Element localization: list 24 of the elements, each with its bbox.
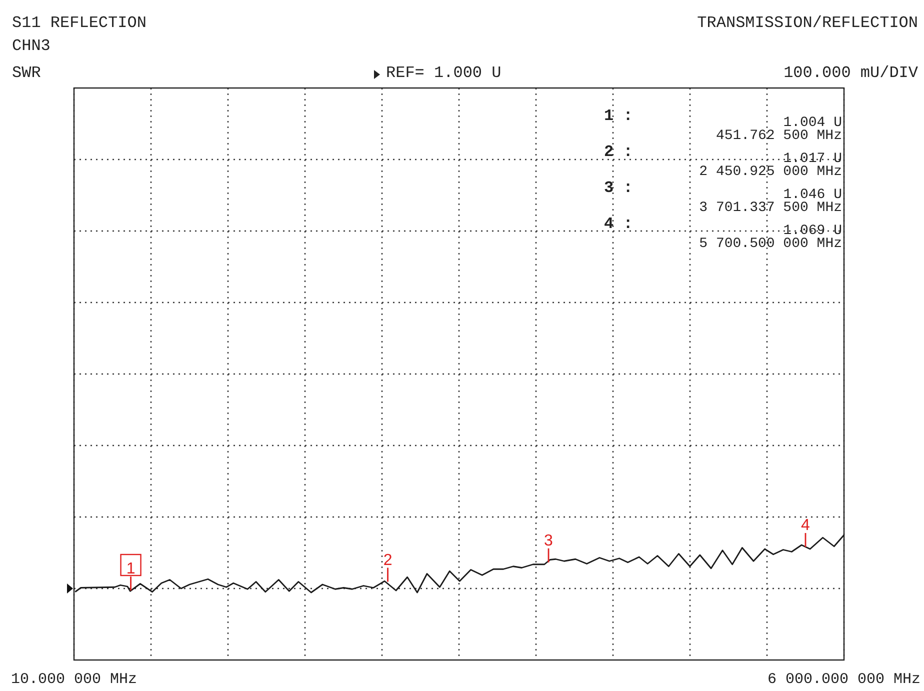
chart-title: S11 REFLECTION <box>12 14 146 32</box>
annotation: 2 <box>383 552 392 569</box>
annotation: 1 <box>126 560 136 578</box>
text: REF= 1.000 U <box>386 64 502 82</box>
chart-subtitle: CHN3 <box>12 37 50 55</box>
text: 5 700.500 000 MHz <box>699 236 842 252</box>
text: 3 701.337 500 MHz <box>699 200 842 216</box>
text: 100.000 mU/DIV <box>784 64 918 82</box>
text: 3 : <box>604 179 633 197</box>
text: TRANSMISSION/REFLECTION <box>697 14 918 32</box>
text: 2 : <box>604 143 633 161</box>
text: 451.762 500 MHz <box>716 128 842 144</box>
text: 1 : <box>604 107 633 125</box>
text: 1.069 U <box>783 223 842 239</box>
text: 1.046 U <box>783 187 842 203</box>
text: 1.004 U <box>783 115 842 131</box>
x-tick-label: 10.000 000 MHz <box>10 671 138 688</box>
text: SWR <box>12 64 42 82</box>
annotation: 4 <box>801 517 810 534</box>
text: 4 : <box>604 215 633 233</box>
annotation: 3 <box>544 532 554 550</box>
text: 1.017 U <box>783 151 842 167</box>
text: 2 450.925 000 MHz <box>699 164 842 180</box>
x-tick-label: 6 000.000 000 MHz <box>767 671 921 688</box>
